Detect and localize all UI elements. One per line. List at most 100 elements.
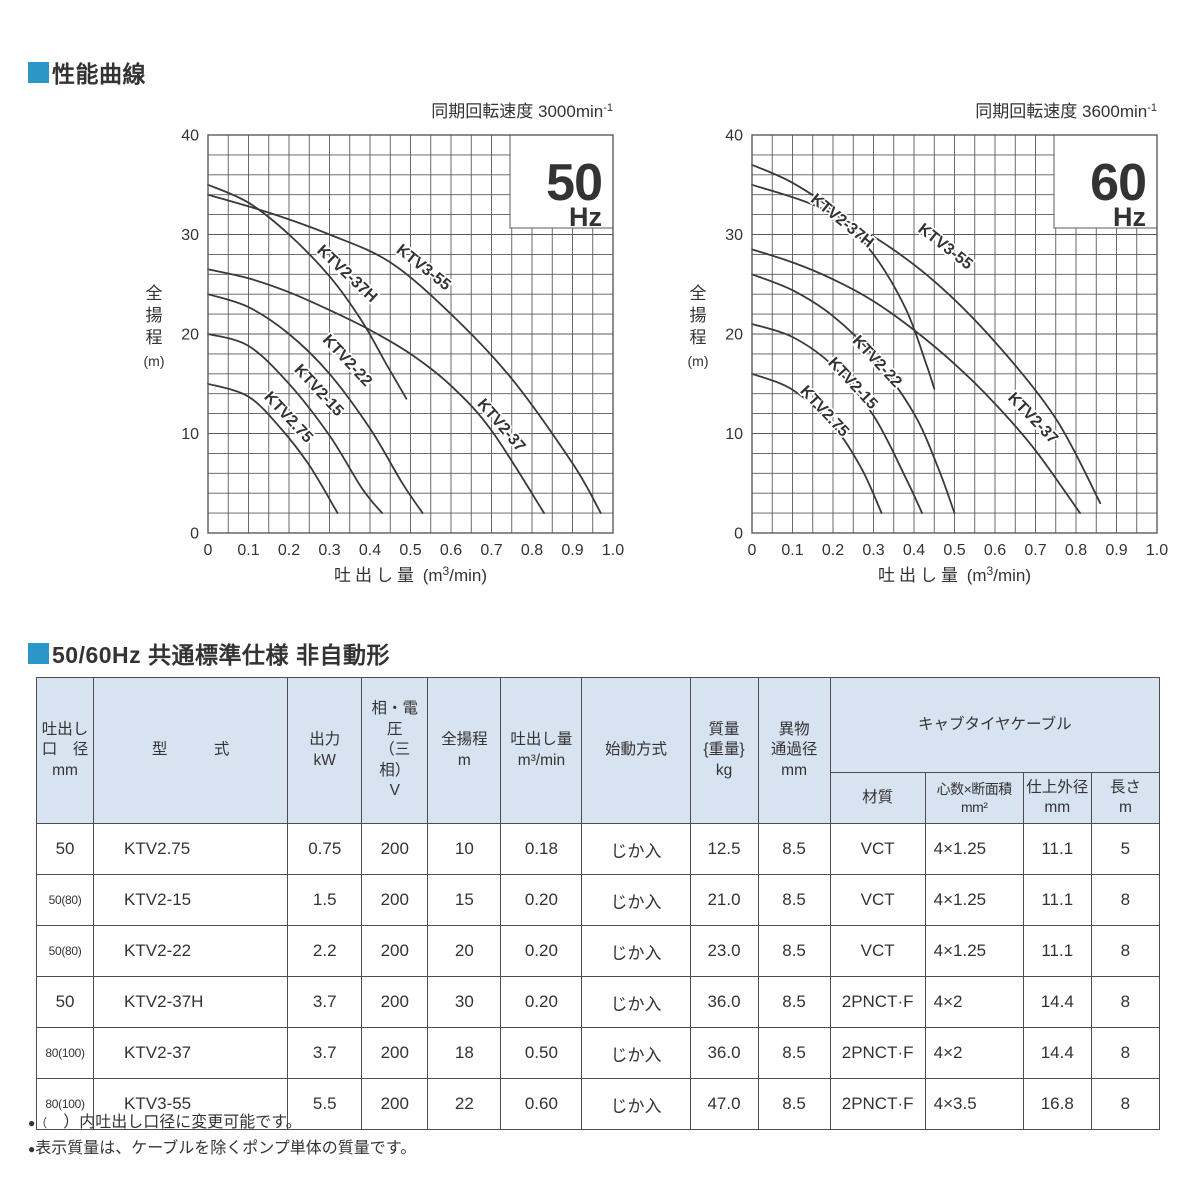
spec-cell: 22 [427,1078,502,1130]
x-tick-label: 0.6 [440,542,462,559]
section-heading-performance: 性能曲線 [28,55,146,89]
spec-cell: 8 [1090,874,1161,926]
spec-cell: 200 [361,823,429,875]
curve-label-KTV2-37: KTV2-37 [1004,390,1061,448]
y-tick-label: 20 [181,327,199,344]
spec-cell: 18 [427,1027,502,1079]
heading-accent-square [28,61,49,83]
spec-cell: 50(80) [35,874,95,926]
spec-cell: 11.1 [1022,874,1092,926]
y-tick-label: 30 [181,227,199,244]
x-tick-label: 0.8 [521,542,543,559]
spec-cell: 200 [361,1027,429,1079]
cable-col-header: 材質 [829,772,926,824]
col-header: 吐出し口 径 mm [35,677,95,824]
pump-curve-KTV2-22 [751,273,956,514]
x-tick-label: 0.6 [984,542,1006,559]
spec-cell: 8.5 [757,823,831,875]
spec-cell: 3.7 [287,976,363,1028]
footnotes: ●（ ）内吐出し口径に変更可能です。 ●表示質量は、ケーブルを除くポンプ単体の質… [28,1110,416,1162]
curve-label-KTV3-55: KTV3-55 [915,220,976,273]
spec-cell: VCT [829,925,926,977]
spec-table: 吐出し口 径 mm 型 式出力 kW 相・電圧 （三相） V 全揚程 m 吐出し量 m³/min 始動… [35,677,1161,1130]
chart-title: 同期回転速度 3000min-1 [431,102,613,121]
x-tick-label: 0.2 [822,542,844,559]
y-axis-label-char: 程 [690,328,707,347]
y-axis-label-unit: (m) [688,353,709,369]
y-axis-label-char: 全 [146,284,163,303]
cable-col-header: 心数×断面積 mm² [924,772,1024,824]
x-tick-label: 0.9 [561,542,583,559]
spec-cell: 2PNCT·F [829,976,926,1028]
spec-cell: 50 [35,976,95,1028]
x-tick-label: 0.1 [781,542,803,559]
spec-cell: 0.75 [287,823,363,875]
spec-cell: 3.7 [287,1027,363,1079]
pump-curve-KTV3-55 [751,183,1102,505]
y-tick-label: 0 [734,526,743,543]
spec-cell: VCT [829,874,926,926]
y-tick-label: 0 [190,526,199,543]
spec-cell: 12.5 [689,823,759,875]
spec-cell: 14.4 [1022,976,1092,1028]
x-tick-label: 0.7 [1024,542,1046,559]
spec-cell: 36.0 [689,1027,759,1079]
y-axis-label-unit: (m) [144,353,165,369]
spec-cell: 8.5 [757,976,831,1028]
x-tick-label: 0.8 [1065,542,1087,559]
cable-col-header: 仕上外径 mm [1022,772,1092,824]
curve-label-KTV2-15: KTV2-15 [291,361,347,419]
spec-cell: KTV2-37H [93,976,289,1028]
spec-cell: 8.5 [757,1078,831,1130]
section-title-performance: 性能曲線 [52,61,146,87]
spec-cell: じか入 [581,1027,691,1079]
spec-cell: 1.5 [287,874,363,926]
hz-unit: Hz [569,202,602,232]
pump-curve-KTV2-15 [751,323,923,514]
spec-cell: VCT [829,823,926,875]
spec-cell: 5 [1090,823,1161,875]
curve-label-KTV2-22: KTV2-22 [319,332,375,390]
spec-cell: 80(100) [35,1078,95,1130]
x-tick-label: 0.5 [943,542,965,559]
spec-row: 50(80) KTV2-15 1.5 200 15 0.20 じか入 21.0 8.5 VCT 4×… [35,874,1161,926]
x-tick-label: 1.0 [602,542,624,559]
spec-cell: KTV2-22 [93,925,289,977]
spec-cell: 8 [1090,976,1161,1028]
spec-cell: 200 [361,874,429,926]
spec-cell: じか入 [581,874,691,926]
x-tick-label: 0.3 [862,542,884,559]
spec-row: 50(80) KTV2-22 2.2 200 20 0.20 じか入 23.0 8.5 VCT 4×… [35,925,1161,977]
col-header: 質量 {重量} kg [689,677,759,824]
spec-cell: 21.0 [689,874,759,926]
spec-cell: じか入 [581,976,691,1028]
y-tick-label: 10 [181,426,199,443]
y-axis-label-char: 程 [146,328,163,347]
col-header: 全揚程 m [427,677,502,824]
x-tick-label: 0.7 [480,542,502,559]
x-tick-label: 0.4 [903,542,925,559]
y-axis-label-char: 揚 [690,306,707,325]
spec-cell: 30 [427,976,502,1028]
spec-cell: 50(80) [35,925,95,977]
x-tick-label: 0 [748,542,757,559]
spec-cell: 4×1.25 [924,874,1024,926]
spec-cell: 80(100) [35,1027,95,1079]
spec-cell: じか入 [581,823,691,875]
spec-cell: 5.5 [287,1078,363,1130]
y-axis-label-char: 全 [690,284,707,303]
col-header: 始動方式 [581,677,691,824]
performance-chart-60hz: 同期回転速度 3600min-1 40 30 20 10 00 0.1 0.2 0.3 0.4 0.… [688,102,1169,585]
x-tick-label: 1.0 [1146,542,1168,559]
spec-cell: 47.0 [689,1078,759,1130]
pump-curve-KTV2-37 [751,248,1081,514]
col-header: 異物 通過径 mm [757,677,831,824]
x-axis-label: 吐出し量 (m3/min) [878,564,1031,585]
spec-cell: 0.20 [500,925,583,977]
spec-cell: 8 [1090,925,1161,977]
cable-group-header: キャブタイヤケーブル [829,677,1161,773]
cable-col-header: 長さ m [1090,772,1161,824]
spec-cell: KTV2.75 [93,823,289,875]
spec-cell: 4×1.25 [924,925,1024,977]
pump-curve-KTV2-22 [207,293,424,514]
